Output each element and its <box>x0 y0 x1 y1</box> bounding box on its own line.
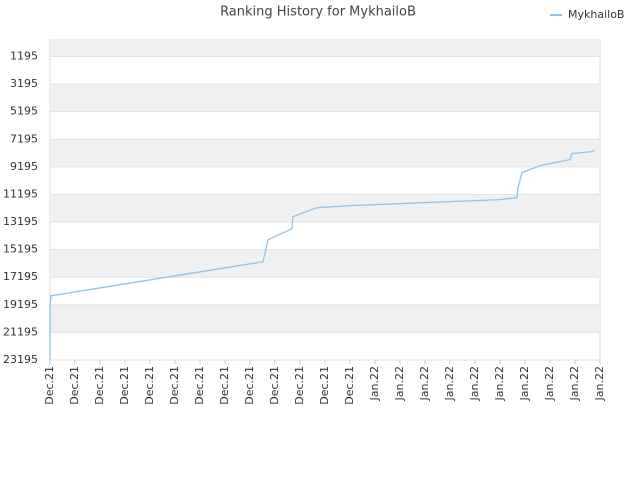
x-tick-label: Jan.22 <box>493 366 506 401</box>
y-tick-label: 7195 <box>10 132 38 145</box>
y-tick-label: 9195 <box>10 160 38 173</box>
x-tick-label: Dec.21 <box>143 366 156 405</box>
x-tick-label: Jan.22 <box>468 366 481 401</box>
y-tick-label: 15195 <box>3 243 38 256</box>
band <box>50 139 600 167</box>
x-tick-label: Jan.22 <box>593 366 606 401</box>
x-tick-label: Dec.21 <box>343 366 356 405</box>
x-tick-label: Dec.21 <box>43 366 56 405</box>
y-tick-label: 19195 <box>3 298 38 311</box>
x-tick-label: Dec.21 <box>93 366 106 405</box>
x-tick-label: Jan.22 <box>368 366 381 401</box>
x-tick-label: Dec.21 <box>218 366 231 405</box>
x-tick-label: Jan.22 <box>393 366 406 401</box>
x-tick-label: Dec.21 <box>318 366 331 405</box>
x-tick-label: Dec.21 <box>118 366 131 405</box>
x-tick-label: Dec.21 <box>243 366 256 405</box>
band <box>50 194 600 223</box>
y-tick-label: 13195 <box>3 215 38 228</box>
x-tick-label: Jan.22 <box>543 366 556 401</box>
band <box>50 84 600 112</box>
x-tick-label: Dec.21 <box>168 366 181 405</box>
y-tick-label: 23195 <box>3 353 38 366</box>
x-tick-label: Dec.21 <box>193 366 206 405</box>
chart-title: Ranking History for MykhailoB <box>220 5 416 20</box>
band <box>50 40 600 57</box>
x-tick-label: Jan.22 <box>443 366 456 401</box>
y-tick-label: 3195 <box>10 77 38 90</box>
y-tick-label: 5195 <box>10 105 38 118</box>
x-tick-label: Dec.21 <box>68 366 81 405</box>
line <box>49 149 595 360</box>
band <box>50 249 600 278</box>
x-tick-label: Jan.22 <box>568 366 581 401</box>
x-tick-label: Jan.22 <box>518 366 531 401</box>
y-tick-label: 21195 <box>3 325 38 338</box>
y-tick-label: 11195 <box>3 187 38 200</box>
x-tick-label: Dec.21 <box>268 366 281 405</box>
y-tick-label: 1195 <box>10 49 38 62</box>
band <box>50 304 600 333</box>
x-tick-label: Jan.22 <box>418 366 431 401</box>
y-tick-label: 17195 <box>3 270 38 283</box>
legend-label: MykhailoB <box>568 8 624 21</box>
x-tick-label: Dec.21 <box>293 366 306 405</box>
